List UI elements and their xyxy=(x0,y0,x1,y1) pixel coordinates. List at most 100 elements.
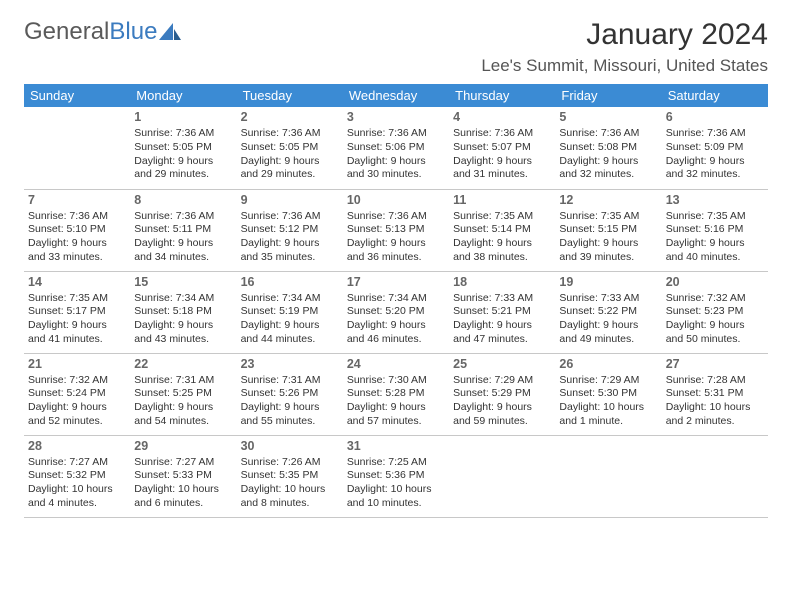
calendar-row: 14 Sunrise: 7:35 AMSunset: 5:17 PMDayligh… xyxy=(24,271,768,353)
day-details: Sunrise: 7:27 AMSunset: 5:32 PMDaylight:… xyxy=(28,456,126,511)
calendar-cell: 16Sunrise: 7:34 AMSunset: 5:19 PMDayligh… xyxy=(237,271,343,353)
day-details: Sunrise: 7:26 AMSunset: 5:35 PMDaylight:… xyxy=(241,456,339,511)
calendar-cell: 21 Sunrise: 7:32 AMSunset: 5:24 PMDayligh… xyxy=(24,353,130,435)
day-number: 7 xyxy=(28,192,126,208)
day-header: Sunday xyxy=(24,84,130,107)
day-details: Sunrise: 7:36 AMSunset: 5:09 PMDaylight:… xyxy=(666,127,764,182)
header: GeneralBlue January 2024 Lee's Summit, M… xyxy=(24,18,768,76)
title-block: January 2024 Lee's Summit, Missouri, Uni… xyxy=(481,18,768,76)
day-number: 22 xyxy=(134,356,232,372)
calendar-cell: 15 Sunrise: 7:34 AMSunset: 5:18 PMDayligh… xyxy=(130,271,236,353)
day-number: 14 xyxy=(28,274,126,290)
day-number: 9 xyxy=(241,192,339,208)
brand-logo: GeneralBlue xyxy=(24,18,181,46)
calendar-cell xyxy=(24,107,130,189)
day-number: 3 xyxy=(347,109,445,125)
calendar-cell: 5 Sunrise: 7:36 AMSunset: 5:08 PMDaylight… xyxy=(555,107,661,189)
day-details: Sunrise: 7:34 AMSunset: 5:20 PMDaylight:… xyxy=(347,292,445,347)
day-details: Sunrise: 7:35 AMSunset: 5:17 PMDaylight:… xyxy=(28,292,126,347)
calendar-cell xyxy=(662,435,768,517)
day-number: 6 xyxy=(666,109,764,125)
location-text: Lee's Summit, Missouri, United States xyxy=(481,56,768,76)
day-number: 4 xyxy=(453,109,551,125)
day-number: 18 xyxy=(453,274,551,290)
day-details: Sunrise: 7:35 AMSunset: 5:14 PMDaylight:… xyxy=(453,210,551,265)
calendar-cell: 20Sunrise: 7:32 AMSunset: 5:23 PMDayligh… xyxy=(662,271,768,353)
day-number: 5 xyxy=(559,109,657,125)
calendar-cell: 18 Sunrise: 7:33 AMSunset: 5:21 PMDayligh… xyxy=(449,271,555,353)
day-details: Sunrise: 7:29 AMSunset: 5:29 PMDaylight:… xyxy=(453,374,551,429)
day-number: 28 xyxy=(28,438,126,454)
calendar-body: 1 Sunrise: 7:36 AMSunset: 5:05 PMDaylight… xyxy=(24,107,768,517)
day-number: 12 xyxy=(559,192,657,208)
calendar-table: SundayMondayTuesdayWednesdayThursdayFrid… xyxy=(24,84,768,518)
day-details: Sunrise: 7:36 AMSunset: 5:05 PMDaylight:… xyxy=(241,127,339,182)
calendar-cell: 6 Sunrise: 7:36 AMSunset: 5:09 PMDaylight… xyxy=(662,107,768,189)
calendar-cell: 29 Sunrise: 7:27 AMSunset: 5:33 PMDayligh… xyxy=(130,435,236,517)
day-details: Sunrise: 7:36 AMSunset: 5:08 PMDaylight:… xyxy=(559,127,657,182)
day-header: Wednesday xyxy=(343,84,449,107)
calendar-cell: 27 Sunrise: 7:28 AMSunset: 5:31 PMDayligh… xyxy=(662,353,768,435)
calendar-row: 1 Sunrise: 7:36 AMSunset: 5:05 PMDaylight… xyxy=(24,107,768,189)
day-header: Saturday xyxy=(662,84,768,107)
calendar-cell: 25Sunrise: 7:29 AMSunset: 5:29 PMDayligh… xyxy=(449,353,555,435)
day-number: 11 xyxy=(453,192,551,208)
day-details: Sunrise: 7:34 AMSunset: 5:19 PMDaylight:… xyxy=(241,292,339,347)
day-number: 15 xyxy=(134,274,232,290)
brand-part1: General xyxy=(24,18,109,46)
day-number: 1 xyxy=(134,109,232,125)
day-number: 23 xyxy=(241,356,339,372)
day-number: 31 xyxy=(347,438,445,454)
calendar-cell: 12Sunrise: 7:35 AMSunset: 5:15 PMDayligh… xyxy=(555,189,661,271)
day-number: 29 xyxy=(134,438,232,454)
calendar-row: 7 Sunrise: 7:36 AMSunset: 5:10 PMDaylight… xyxy=(24,189,768,271)
calendar-cell: 13Sunrise: 7:35 AMSunset: 5:16 PMDayligh… xyxy=(662,189,768,271)
day-number: 8 xyxy=(134,192,232,208)
calendar-cell: 7 Sunrise: 7:36 AMSunset: 5:10 PMDaylight… xyxy=(24,189,130,271)
calendar-cell: 4 Sunrise: 7:36 AMSunset: 5:07 PMDaylight… xyxy=(449,107,555,189)
day-number: 10 xyxy=(347,192,445,208)
day-details: Sunrise: 7:29 AMSunset: 5:30 PMDaylight:… xyxy=(559,374,657,429)
calendar-cell: 3Sunrise: 7:36 AMSunset: 5:06 PMDaylight… xyxy=(343,107,449,189)
day-number: 13 xyxy=(666,192,764,208)
day-details: Sunrise: 7:34 AMSunset: 5:18 PMDaylight:… xyxy=(134,292,232,347)
calendar-row: 28 Sunrise: 7:27 AMSunset: 5:32 PMDayligh… xyxy=(24,435,768,517)
calendar-cell: 1 Sunrise: 7:36 AMSunset: 5:05 PMDaylight… xyxy=(130,107,236,189)
calendar-cell: 22 Sunrise: 7:31 AMSunset: 5:25 PMDayligh… xyxy=(130,353,236,435)
day-number: 27 xyxy=(666,356,764,372)
day-details: Sunrise: 7:27 AMSunset: 5:33 PMDaylight:… xyxy=(134,456,232,511)
calendar-cell: 11 Sunrise: 7:35 AMSunset: 5:14 PMDayligh… xyxy=(449,189,555,271)
day-number: 21 xyxy=(28,356,126,372)
day-details: Sunrise: 7:31 AMSunset: 5:25 PMDaylight:… xyxy=(134,374,232,429)
calendar-cell xyxy=(555,435,661,517)
day-details: Sunrise: 7:36 AMSunset: 5:13 PMDaylight:… xyxy=(347,210,445,265)
day-details: Sunrise: 7:36 AMSunset: 5:12 PMDaylight:… xyxy=(241,210,339,265)
day-header-row: SundayMondayTuesdayWednesdayThursdayFrid… xyxy=(24,84,768,107)
month-title: January 2024 xyxy=(481,18,768,52)
calendar-head: SundayMondayTuesdayWednesdayThursdayFrid… xyxy=(24,84,768,107)
day-details: Sunrise: 7:36 AMSunset: 5:11 PMDaylight:… xyxy=(134,210,232,265)
day-details: Sunrise: 7:33 AMSunset: 5:21 PMDaylight:… xyxy=(453,292,551,347)
calendar-cell: 31 Sunrise: 7:25 AMSunset: 5:36 PMDayligh… xyxy=(343,435,449,517)
day-details: Sunrise: 7:32 AMSunset: 5:24 PMDaylight:… xyxy=(28,374,126,429)
calendar-cell: 10 Sunrise: 7:36 AMSunset: 5:13 PMDayligh… xyxy=(343,189,449,271)
day-header: Tuesday xyxy=(237,84,343,107)
calendar-cell: 30Sunrise: 7:26 AMSunset: 5:35 PMDayligh… xyxy=(237,435,343,517)
day-header: Friday xyxy=(555,84,661,107)
day-details: Sunrise: 7:28 AMSunset: 5:31 PMDaylight:… xyxy=(666,374,764,429)
calendar-cell xyxy=(449,435,555,517)
day-number: 19 xyxy=(559,274,657,290)
day-details: Sunrise: 7:36 AMSunset: 5:07 PMDaylight:… xyxy=(453,127,551,182)
brand-part2: Blue xyxy=(109,18,157,46)
calendar-cell: 9 Sunrise: 7:36 AMSunset: 5:12 PMDaylight… xyxy=(237,189,343,271)
calendar-cell: 19 Sunrise: 7:33 AMSunset: 5:22 PMDayligh… xyxy=(555,271,661,353)
calendar-cell: 14 Sunrise: 7:35 AMSunset: 5:17 PMDayligh… xyxy=(24,271,130,353)
calendar-cell: 2Sunrise: 7:36 AMSunset: 5:05 PMDaylight… xyxy=(237,107,343,189)
calendar-cell: 28 Sunrise: 7:27 AMSunset: 5:32 PMDayligh… xyxy=(24,435,130,517)
day-details: Sunrise: 7:36 AMSunset: 5:05 PMDaylight:… xyxy=(134,127,232,182)
day-details: Sunrise: 7:36 AMSunset: 5:10 PMDaylight:… xyxy=(28,210,126,265)
day-details: Sunrise: 7:31 AMSunset: 5:26 PMDaylight:… xyxy=(241,374,339,429)
calendar-cell: 24Sunrise: 7:30 AMSunset: 5:28 PMDayligh… xyxy=(343,353,449,435)
day-details: Sunrise: 7:33 AMSunset: 5:22 PMDaylight:… xyxy=(559,292,657,347)
day-details: Sunrise: 7:25 AMSunset: 5:36 PMDaylight:… xyxy=(347,456,445,511)
